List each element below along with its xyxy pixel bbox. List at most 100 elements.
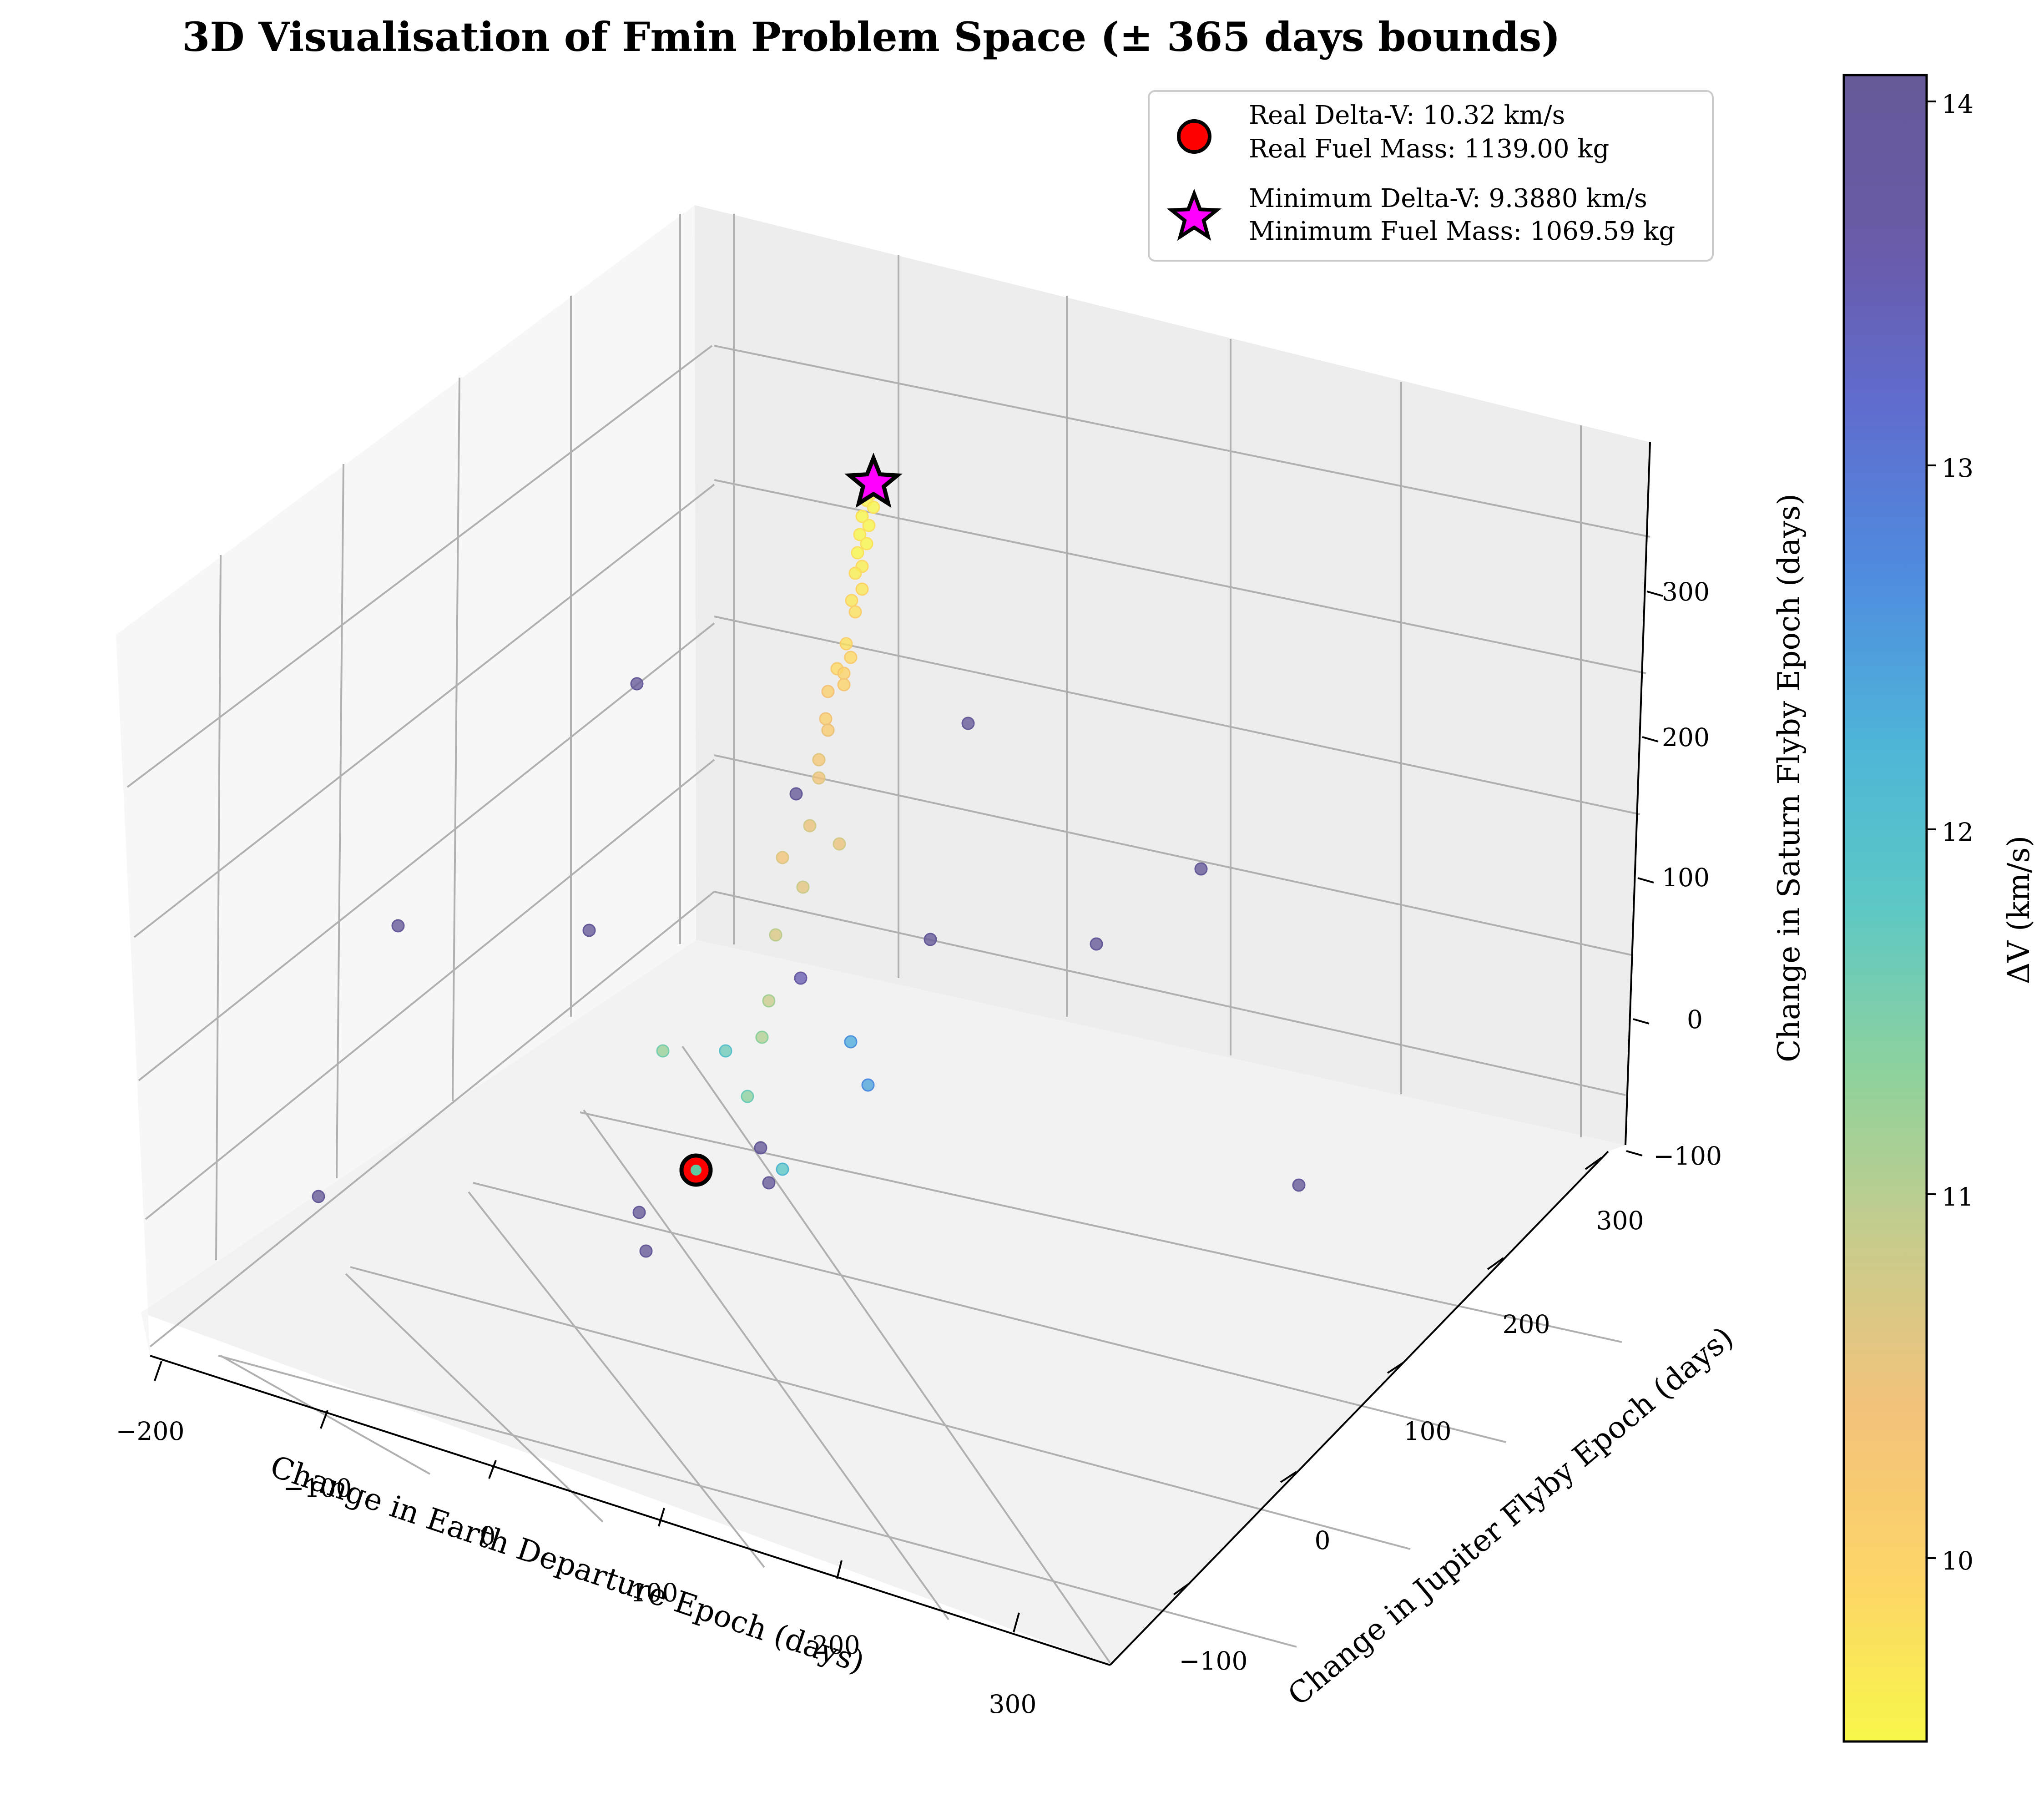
scatter-point xyxy=(776,851,789,864)
y-tick-mark xyxy=(1387,1362,1404,1374)
z-axis-label: Change in Saturn Flyby Epoch (days) xyxy=(1771,494,1807,1062)
y-tick-label: −100 xyxy=(1179,1646,1247,1676)
scatter-point xyxy=(755,1030,769,1044)
scatter-point xyxy=(769,928,782,942)
x-tick-mark xyxy=(658,1508,665,1527)
scatter-point xyxy=(833,837,846,851)
legend-real-line-2: Real Fuel Mass: 1139.00 kg xyxy=(1249,134,1609,164)
scatter-point xyxy=(632,1206,646,1219)
z-tick-mark xyxy=(1642,736,1659,742)
scatter-point xyxy=(848,566,862,580)
grid-line xyxy=(714,754,1634,956)
y-tick-label: 100 xyxy=(1404,1417,1452,1446)
legend: Real Delta-V: 10.32 km/s Real Fuel Mass:… xyxy=(1148,90,1714,262)
z-tick-mark xyxy=(1633,1018,1650,1025)
colorbar-tick-label: 11 xyxy=(1942,1182,1973,1211)
grid-line xyxy=(714,616,1640,815)
x-tick-label: 0 xyxy=(480,1521,496,1550)
grid-line xyxy=(681,1045,1111,1664)
colorbar-ticks xyxy=(1927,101,1936,1559)
pane-back xyxy=(116,205,1650,1665)
scatter-point xyxy=(630,677,644,691)
scatter-point xyxy=(719,1044,732,1058)
scatter-point xyxy=(794,971,808,985)
scatter-point xyxy=(812,771,826,785)
scatter-point xyxy=(821,685,835,698)
legend-real-line-1: Real Delta-V: 10.32 km/s xyxy=(1249,101,1565,130)
colorbar-label: ΔV (km/s) xyxy=(2001,836,2036,984)
scatter-point xyxy=(845,594,858,607)
pane-floor xyxy=(141,940,1625,1665)
colorbar-tick-label: 13 xyxy=(1942,454,1973,483)
scatter-point xyxy=(862,519,876,532)
scatter-point xyxy=(844,651,858,664)
scatter-point xyxy=(1194,862,1208,876)
scatter-point xyxy=(1292,1178,1306,1192)
scatter-point xyxy=(839,637,853,651)
legend-box xyxy=(1148,90,1714,262)
grid-lines xyxy=(126,214,1650,1664)
x-tick-label: 300 xyxy=(989,1690,1037,1719)
z-tick-label: 100 xyxy=(1662,863,1710,892)
z-tick-labels: −100 0 100 200 300 xyxy=(1653,577,1722,1171)
legend-minimum-star xyxy=(1166,188,1222,241)
x-axis-line xyxy=(150,1355,1110,1666)
grid-line xyxy=(218,1355,1297,1648)
scatter-point xyxy=(853,528,867,541)
x-tick-labels: −200 −100 0 100 200 300 xyxy=(116,1417,1036,1719)
grid-line xyxy=(336,464,344,1179)
scatter-point xyxy=(851,546,864,560)
x-tick-mark xyxy=(836,1560,843,1579)
x-tick-label: 200 xyxy=(813,1630,860,1660)
scatter-point xyxy=(961,717,975,730)
scatter-point xyxy=(855,510,869,523)
colorbar-tick-label: 10 xyxy=(1942,1546,1973,1575)
x-tick-mark xyxy=(488,1460,497,1479)
colorbar-gradient xyxy=(1842,74,1928,1743)
z-tick-label: 200 xyxy=(1662,723,1710,752)
z-tick-mark xyxy=(1637,877,1654,883)
scatter-point xyxy=(762,1176,776,1190)
legend-real-marker xyxy=(1177,119,1211,154)
chart-title: 3D Visualisation of Fmin Problem Space (… xyxy=(182,13,1560,61)
scatter-point xyxy=(821,723,835,737)
scatter-point xyxy=(837,678,851,692)
scatter-point xyxy=(391,919,405,933)
grid-line xyxy=(133,484,715,938)
scatter-point xyxy=(812,753,826,767)
x-tick-mark xyxy=(320,1410,328,1429)
pane-back-wall xyxy=(695,205,1650,1145)
scatter-point xyxy=(656,1044,670,1058)
scatter-point xyxy=(754,1141,767,1155)
scatter-point xyxy=(861,1078,875,1092)
y-tick-label: 300 xyxy=(1596,1206,1644,1235)
grid-line xyxy=(580,1111,1622,1343)
scatter-point xyxy=(762,994,776,1008)
grid-line xyxy=(583,1109,949,1620)
scatter-points xyxy=(312,478,1306,1258)
y-tick-label: 200 xyxy=(1503,1310,1550,1339)
y-tick-mark xyxy=(1280,1471,1297,1483)
scatter-point xyxy=(819,712,833,726)
y-tick-mark xyxy=(1585,1157,1602,1170)
scatter-point xyxy=(582,924,596,937)
real-marker xyxy=(679,1153,713,1187)
scatter-point xyxy=(796,880,810,894)
legend-minimum-line-1: Minimum Delta-V: 9.3880 km/s xyxy=(1249,184,1647,213)
scatter-point xyxy=(803,819,817,833)
grid-line xyxy=(350,1266,1411,1550)
scatter-point xyxy=(844,1035,858,1049)
scatter-point xyxy=(312,1190,325,1203)
grid-line xyxy=(473,1182,1506,1443)
scatter-point xyxy=(860,537,873,550)
grid-line xyxy=(138,622,715,1081)
scatter-point xyxy=(848,605,862,619)
y-tick-mark xyxy=(1173,1582,1191,1595)
y-axis-line xyxy=(1109,1151,1609,1666)
scatter-point xyxy=(789,787,803,801)
legend-minimum-line-2: Minimum Fuel Mass: 1069.59 kg xyxy=(1249,217,1675,246)
z-tick-label: 300 xyxy=(1662,577,1710,606)
z-tick-label: −100 xyxy=(1653,1141,1722,1171)
scatter-point xyxy=(776,1162,789,1176)
colorbar-tick-label: 12 xyxy=(1942,818,1973,847)
